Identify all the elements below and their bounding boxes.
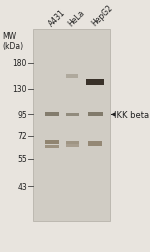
Text: 95: 95 [17, 110, 27, 119]
Bar [66, 145, 78, 148]
Text: 43: 43 [17, 182, 27, 191]
Bar [88, 141, 102, 146]
Bar [87, 113, 102, 117]
Text: HeLa: HeLa [67, 8, 87, 28]
Text: MW
(kDa): MW (kDa) [2, 32, 23, 50]
Text: 55: 55 [17, 154, 27, 164]
Bar [45, 141, 59, 145]
Bar [66, 75, 78, 79]
Text: 180: 180 [13, 59, 27, 68]
Text: 72: 72 [17, 132, 27, 141]
Text: 130: 130 [12, 85, 27, 94]
Bar [66, 141, 78, 144]
Bar [45, 113, 59, 117]
Text: IKK beta: IKK beta [114, 110, 149, 119]
Bar [45, 145, 59, 148]
Text: HepG2: HepG2 [90, 3, 114, 28]
Bar [33, 30, 110, 221]
Bar [86, 80, 104, 86]
Bar [66, 113, 78, 116]
Text: A431: A431 [47, 8, 67, 28]
